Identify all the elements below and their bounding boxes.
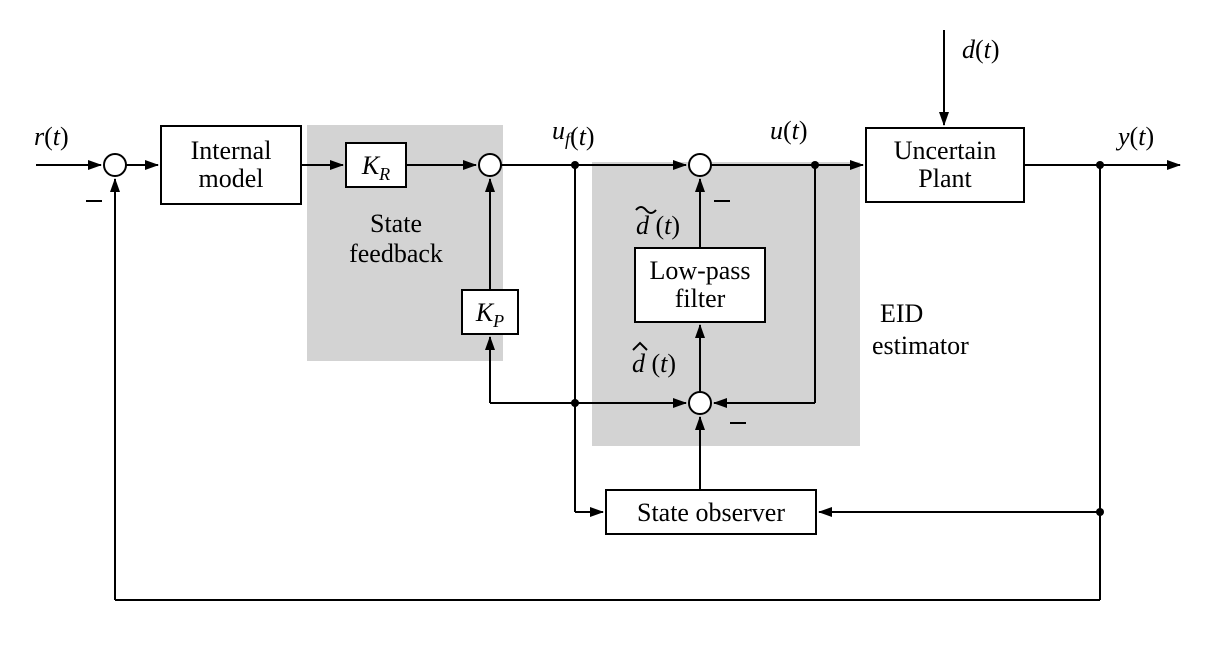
svg-text:Internal: Internal xyxy=(191,136,272,165)
svg-text:d (t): d (t) xyxy=(632,349,676,378)
eid-estimator-label-2: estimator xyxy=(872,331,969,360)
svg-text:filter: filter xyxy=(675,284,726,313)
branch-point-u xyxy=(811,161,819,169)
branch-point-y xyxy=(1096,161,1104,169)
low-pass-filter-block: Low-pass filter xyxy=(635,248,765,322)
svg-text:d (t): d (t) xyxy=(636,211,680,240)
state-feedback-label: State xyxy=(370,209,422,238)
signal-label-u: u(t) xyxy=(770,116,808,145)
svg-text:Plant: Plant xyxy=(918,164,972,193)
sum-junction-input xyxy=(104,154,126,176)
branch-point-kp xyxy=(571,399,579,407)
signal-label-r: r(t) xyxy=(34,122,69,151)
kr-gain-block: KR xyxy=(346,143,406,187)
sum-junction-feedback xyxy=(479,154,501,176)
state-observer-block: State observer xyxy=(606,490,816,534)
sum-junction-dhat xyxy=(689,392,711,414)
kp-gain-block: KP xyxy=(462,290,518,334)
svg-text:Uncertain: Uncertain xyxy=(894,136,997,165)
signal-label-d: d(t) xyxy=(962,35,1000,64)
sum-junction-eid xyxy=(689,154,711,176)
signal-label-d-hat: d (t) xyxy=(632,343,676,378)
internal-model-block: Internal model xyxy=(161,126,301,204)
signal-label-d-tilde: d (t) xyxy=(636,207,680,240)
uncertain-plant-block: Uncertain Plant xyxy=(866,128,1024,202)
state-feedback-label-2: feedback xyxy=(349,239,443,268)
svg-text:Low-pass: Low-pass xyxy=(649,256,750,285)
svg-text:State observer: State observer xyxy=(637,498,785,527)
branch-point-y-observer xyxy=(1096,508,1104,516)
branch-point-uf xyxy=(571,161,579,169)
signal-label-y: y(t) xyxy=(1115,122,1154,151)
block-diagram: Internal model KR KP Low-pass filter Sta… xyxy=(0,0,1218,659)
signal-label-uf: uf(t) xyxy=(552,116,595,151)
svg-text:model: model xyxy=(199,164,264,193)
eid-estimator-label: EID xyxy=(880,299,923,328)
